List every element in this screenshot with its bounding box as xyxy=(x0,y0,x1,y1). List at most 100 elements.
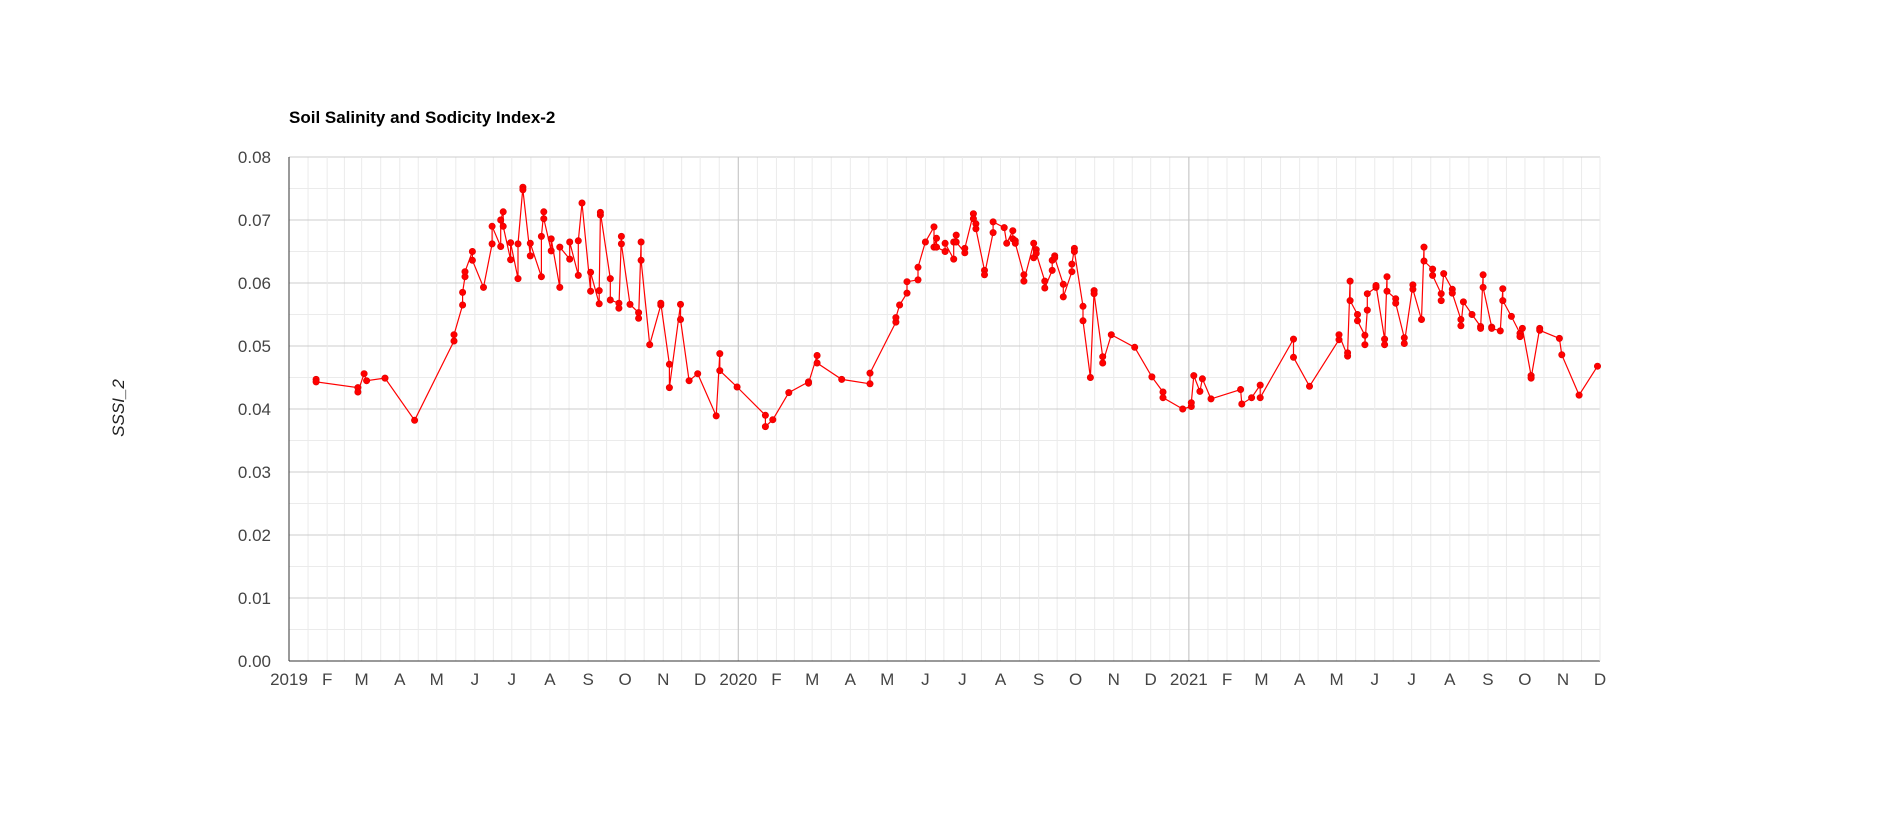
data-point[interactable] xyxy=(972,225,980,233)
data-point[interactable] xyxy=(892,314,900,322)
data-point[interactable] xyxy=(1020,271,1028,279)
data-point[interactable] xyxy=(1507,312,1515,320)
data-point[interactable] xyxy=(804,379,812,387)
data-point[interactable] xyxy=(813,359,821,367)
data-point[interactable] xyxy=(595,300,603,308)
data-point[interactable] xyxy=(1256,394,1264,402)
data-point[interactable] xyxy=(716,350,724,358)
data-point[interactable] xyxy=(595,287,603,295)
data-point[interactable] xyxy=(497,243,505,251)
data-point[interactable] xyxy=(468,248,476,256)
data-point[interactable] xyxy=(574,237,582,245)
data-point[interactable] xyxy=(1344,349,1352,357)
data-point[interactable] xyxy=(526,252,534,260)
data-point[interactable] xyxy=(488,240,496,248)
data-point[interactable] xyxy=(537,273,545,281)
data-point[interactable] xyxy=(1179,405,1187,413)
data-point[interactable] xyxy=(1051,254,1059,262)
data-point[interactable] xyxy=(866,369,874,377)
data-point[interactable] xyxy=(1238,400,1246,408)
data-point[interactable] xyxy=(540,208,548,216)
data-point[interactable] xyxy=(1488,324,1496,332)
data-point[interactable] xyxy=(596,208,604,216)
data-point[interactable] xyxy=(479,283,487,291)
data-point[interactable] xyxy=(507,256,515,264)
data-point[interactable] xyxy=(1381,341,1389,349)
data-point[interactable] xyxy=(1306,382,1314,390)
data-point[interactable] xyxy=(626,300,634,308)
data-point[interactable] xyxy=(1196,387,1204,395)
data-point[interactable] xyxy=(921,238,929,246)
data-point[interactable] xyxy=(1041,277,1049,285)
data-point[interactable] xyxy=(1048,266,1056,274)
data-point[interactable] xyxy=(363,377,371,385)
data-point[interactable] xyxy=(578,199,586,207)
data-point[interactable] xyxy=(1499,285,1507,293)
data-point[interactable] xyxy=(574,271,582,279)
data-point[interactable] xyxy=(1068,260,1076,268)
data-point[interactable] xyxy=(952,238,960,246)
data-point[interactable] xyxy=(838,375,846,383)
data-point[interactable] xyxy=(1079,302,1087,310)
data-point[interactable] xyxy=(1354,317,1362,325)
data-point[interactable] xyxy=(980,271,988,279)
data-point[interactable] xyxy=(657,299,665,307)
data-point[interactable] xyxy=(1477,324,1485,332)
data-point[interactable] xyxy=(769,416,777,424)
data-point[interactable] xyxy=(676,300,684,308)
data-point[interactable] xyxy=(1198,375,1206,383)
data-point[interactable] xyxy=(450,337,458,345)
data-point[interactable] xyxy=(1256,381,1264,389)
data-point[interactable] xyxy=(617,232,625,240)
data-point[interactable] xyxy=(1248,394,1256,402)
data-point[interactable] xyxy=(1457,322,1465,330)
data-point[interactable] xyxy=(1392,299,1400,307)
data-point[interactable] xyxy=(1409,285,1417,293)
data-point[interactable] xyxy=(930,223,938,231)
data-point[interactable] xyxy=(665,384,673,392)
data-point[interactable] xyxy=(556,283,564,291)
data-point[interactable] xyxy=(1418,315,1426,323)
data-point[interactable] xyxy=(381,374,389,382)
data-point[interactable] xyxy=(488,222,496,230)
data-point[interactable] xyxy=(606,296,614,304)
data-point[interactable] xyxy=(1363,306,1371,314)
data-point[interactable] xyxy=(1090,290,1098,298)
data-point[interactable] xyxy=(1086,373,1094,381)
data-point[interactable] xyxy=(1099,353,1107,361)
data-point[interactable] xyxy=(1059,293,1067,301)
data-point[interactable] xyxy=(547,235,555,243)
data-point[interactable] xyxy=(1009,227,1017,235)
data-point[interactable] xyxy=(1496,327,1504,335)
data-point[interactable] xyxy=(950,255,958,263)
data-point[interactable] xyxy=(896,301,904,309)
data-point[interactable] xyxy=(1159,394,1167,402)
data-point[interactable] xyxy=(941,239,949,247)
data-point[interactable] xyxy=(1059,280,1067,288)
data-point[interactable] xyxy=(360,370,368,378)
data-point[interactable] xyxy=(1448,289,1456,297)
data-point[interactable] xyxy=(761,411,769,419)
data-point[interactable] xyxy=(1536,326,1544,334)
data-point[interactable] xyxy=(1383,287,1391,295)
data-point[interactable] xyxy=(615,304,623,312)
data-point[interactable] xyxy=(866,380,874,388)
data-point[interactable] xyxy=(1187,399,1195,407)
data-point[interactable] xyxy=(1148,373,1156,381)
data-point[interactable] xyxy=(733,383,741,391)
data-point[interactable] xyxy=(685,377,693,385)
data-point[interactable] xyxy=(566,238,574,246)
data-point[interactable] xyxy=(932,243,940,251)
data-point[interactable] xyxy=(1429,271,1437,279)
data-point[interactable] xyxy=(1099,359,1107,367)
data-point[interactable] xyxy=(507,239,515,247)
data-point[interactable] xyxy=(1440,270,1448,278)
data-point[interactable] xyxy=(450,331,458,339)
data-point[interactable] xyxy=(1383,273,1391,281)
data-point[interactable] xyxy=(1420,243,1428,251)
data-point[interactable] xyxy=(556,243,564,251)
data-point[interactable] xyxy=(1459,298,1467,306)
data-point[interactable] xyxy=(1361,341,1369,349)
data-point[interactable] xyxy=(1131,343,1139,351)
data-point[interactable] xyxy=(514,240,522,248)
